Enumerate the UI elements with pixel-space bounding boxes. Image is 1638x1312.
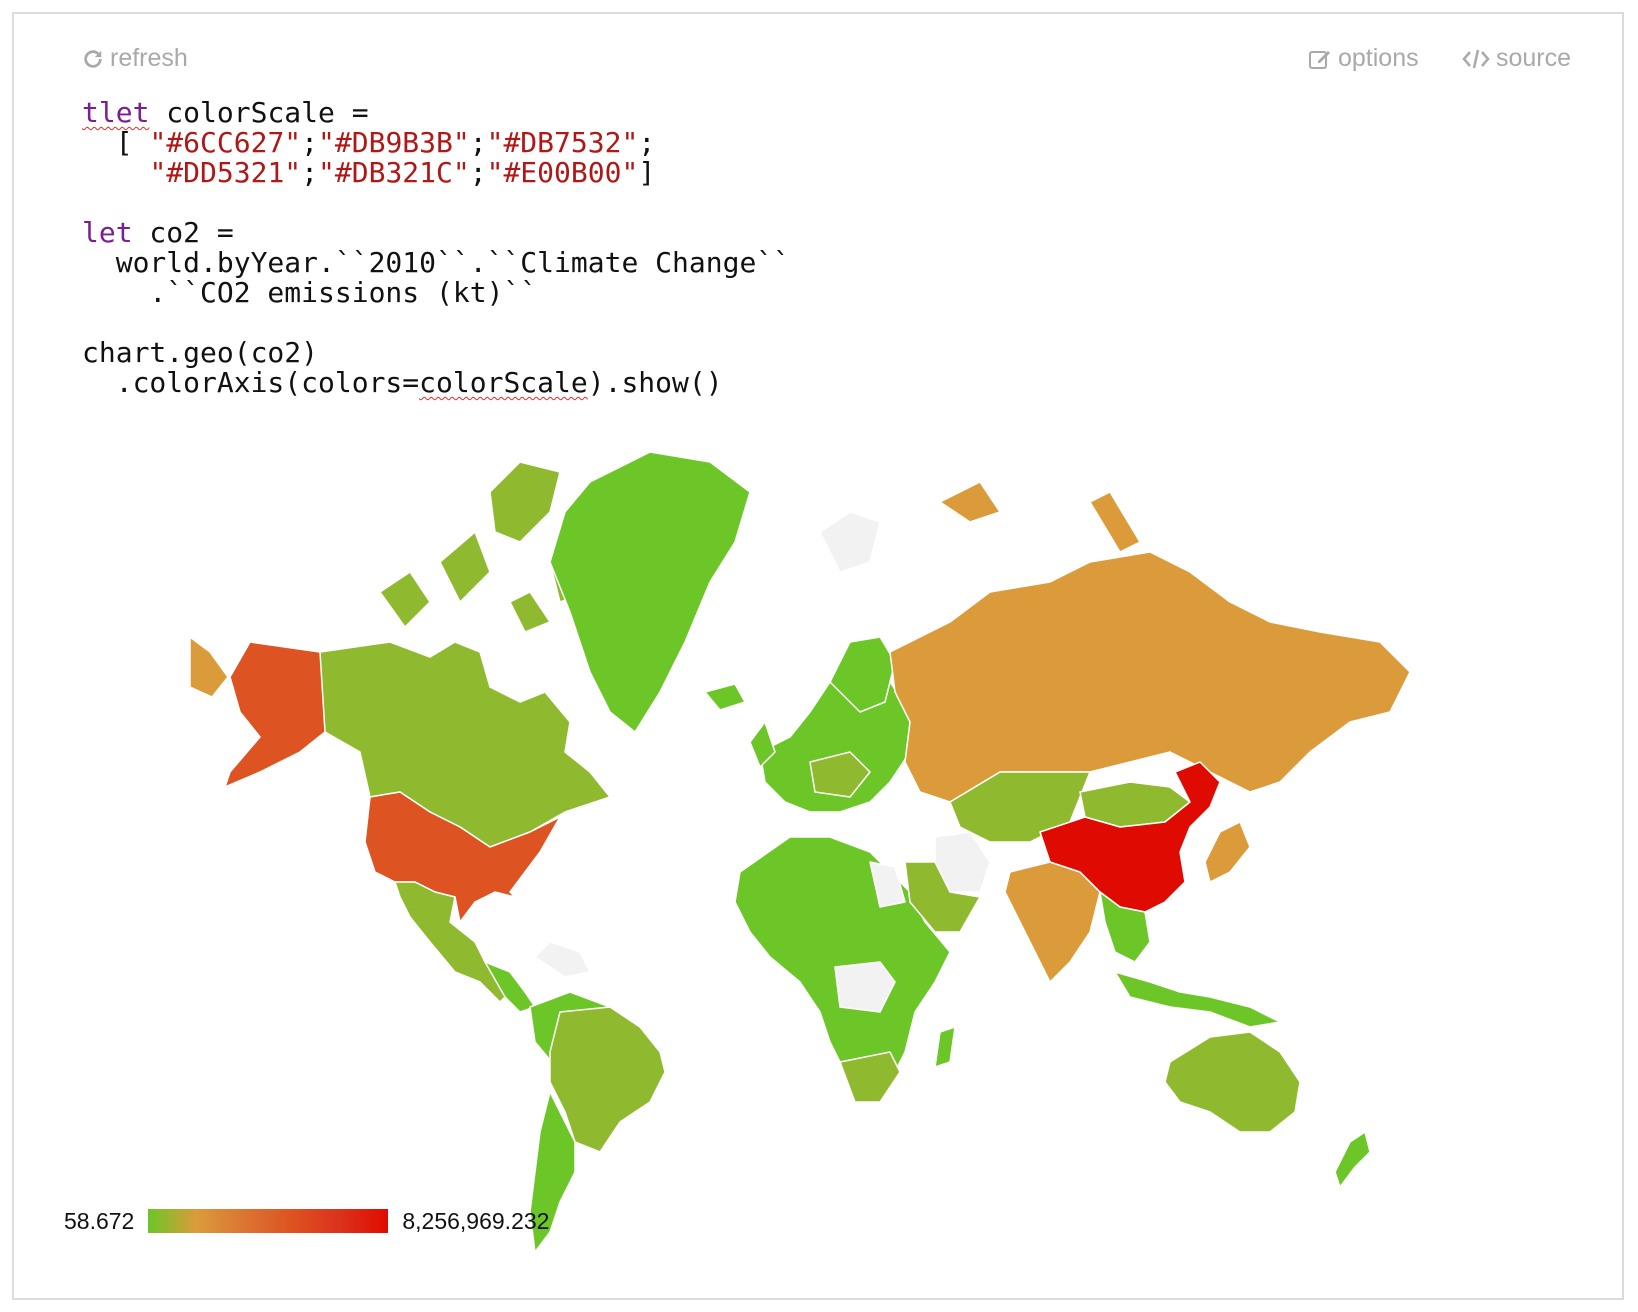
code-text: ; (301, 156, 319, 189)
options-button[interactable]: options (1308, 44, 1419, 73)
legend-segment (292, 1209, 341, 1233)
region-svalbard[interactable] (819, 511, 881, 573)
region-india[interactable] (1004, 861, 1101, 983)
region-libya-chad[interactable] (869, 861, 906, 908)
region-venezuela[interactable] (534, 941, 591, 978)
region-japan[interactable] (1204, 821, 1251, 883)
region-indonesia[interactable] (1114, 971, 1281, 1028)
region-eastern-russia-tip[interactable] (190, 636, 229, 698)
code-keyword: let (82, 216, 133, 249)
code-text: [ (82, 126, 150, 159)
legend-segment (340, 1209, 389, 1233)
code-text: ).show() (587, 366, 723, 399)
code-string: "#DB321C" (318, 156, 470, 189)
code-text: chart.geo(co2) (82, 336, 319, 369)
region-argentina-chile[interactable] (529, 1091, 576, 1252)
code-icon (1462, 48, 1490, 70)
region-mexico[interactable] (394, 881, 511, 1003)
code-string: "#DB9B3B" (318, 126, 470, 159)
region-south-africa[interactable] (839, 1051, 901, 1103)
refresh-label: refresh (110, 44, 188, 72)
legend-min-label: 58.672 (64, 1207, 135, 1234)
legend-segment (196, 1209, 245, 1233)
legend-gradient (148, 1209, 389, 1233)
code-string: "#DD5321" (149, 156, 302, 189)
region-russia[interactable] (889, 551, 1411, 803)
region-uk[interactable] (749, 721, 776, 768)
code-text: ; (469, 126, 487, 159)
refresh-button[interactable]: refresh (82, 44, 188, 73)
code-text: ] (638, 156, 656, 189)
code-editor[interactable]: tlet colorScale = [ "#6CC627";"#DB9B3B";… (82, 98, 790, 398)
code-string: "#E00B00" (486, 156, 639, 189)
edit-icon (1308, 47, 1332, 71)
code-text: ; (469, 156, 487, 189)
code-text: .colorAxis(colors= (82, 366, 420, 399)
code-text: ; (638, 126, 656, 159)
region-greenland[interactable] (549, 452, 751, 733)
region-new-zealand[interactable] (1334, 1131, 1371, 1188)
legend-segment (244, 1209, 293, 1233)
code-text: world.byYear.``2010``.``Climate Change`` (82, 246, 791, 279)
region-drc[interactable] (834, 961, 896, 1013)
region-canadian-arctic[interactable] (379, 461, 591, 633)
code-keyword: tlet (82, 96, 150, 129)
code-text: colorScale (419, 366, 588, 399)
geo-chart[interactable] (190, 452, 1480, 1252)
legend-max-label: 8,256,969.232 (402, 1207, 550, 1234)
code-string: "#6CC627" (149, 126, 302, 159)
code-text: co2 = (132, 216, 234, 249)
code-text: ; (301, 126, 319, 159)
region-iceland[interactable] (704, 683, 746, 711)
code-text: .``CO2 emissions (kt)`` (82, 276, 538, 309)
color-legend: 58.672 8,256,969.232 (64, 1205, 549, 1237)
region-brazil[interactable] (549, 1006, 666, 1153)
source-label: source (1496, 44, 1572, 72)
refresh-icon (82, 48, 104, 70)
code-text: colorScale = (149, 96, 369, 129)
code-string: "#DB7532" (486, 126, 639, 159)
region-russia-arctic-islands[interactable] (939, 481, 1141, 553)
region-germany-poland[interactable] (809, 751, 871, 798)
legend-segment (148, 1209, 197, 1233)
region-madagascar[interactable] (934, 1026, 956, 1068)
region-canada[interactable] (319, 641, 611, 848)
options-label: options (1338, 44, 1419, 72)
source-button[interactable]: source (1462, 44, 1571, 73)
region-southeast-asia[interactable] (1099, 891, 1151, 963)
region-arabia[interactable] (904, 861, 981, 933)
region-australia[interactable] (1164, 1031, 1301, 1133)
